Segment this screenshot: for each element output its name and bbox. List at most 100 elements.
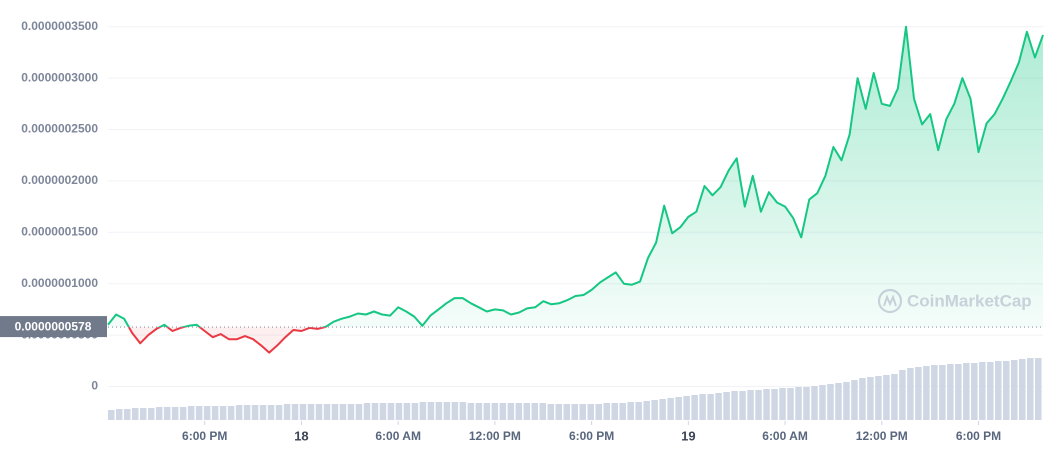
- volume-bar: [931, 365, 938, 420]
- volume-bar: [115, 409, 123, 420]
- volume-bar: [547, 404, 555, 420]
- y-tick-label: 0.0000002500: [21, 122, 98, 136]
- volume-bar: [1027, 358, 1034, 420]
- volume-bar: [1035, 358, 1042, 420]
- volume-bar: [243, 405, 251, 420]
- volume-bar: [451, 402, 459, 420]
- watermark-logo: [877, 288, 903, 314]
- reference-label-bg: [0, 316, 107, 338]
- x-tick-label: 19: [681, 428, 695, 443]
- volume-bar: [899, 370, 906, 420]
- volume-bar: [675, 397, 682, 420]
- area-above: [108, 26, 1043, 328]
- y-tick-label: 0.0000001500: [21, 224, 98, 238]
- volume-bar: [108, 410, 115, 420]
- volume-bar: [915, 367, 922, 420]
- volume-bar: [299, 404, 307, 420]
- volume-bar: [875, 376, 882, 420]
- volume-bar: [539, 403, 547, 420]
- axes: 00.00000005000.00000010000.00000015000.0…: [0, 19, 1043, 443]
- volume-bar: [843, 382, 850, 420]
- volume-bar: [467, 403, 475, 420]
- volume-bar: [1003, 361, 1010, 420]
- volume-bar: [315, 404, 323, 420]
- x-tick-label: 18: [294, 428, 308, 443]
- watermark: CoinMarketCap: [877, 288, 1032, 314]
- volume-bar: [827, 384, 834, 420]
- volume-bar: [507, 403, 515, 420]
- volume-bar: [747, 390, 754, 420]
- volume-bar: [291, 404, 299, 420]
- volume-bar: [355, 404, 363, 420]
- volume-bar: [371, 403, 379, 420]
- volume-bar: [251, 405, 259, 420]
- volume-bar: [595, 404, 602, 420]
- volume-bar: [691, 395, 698, 420]
- y-tick-label: 0.0000003500: [21, 19, 98, 33]
- volume-bar: [203, 406, 211, 420]
- x-tick-label: 6:00 PM: [182, 429, 227, 443]
- volume-bar: [883, 375, 890, 420]
- volume-bar: [1011, 360, 1018, 420]
- x-tick-label: 6:00 AM: [375, 429, 421, 443]
- volume-bar: [443, 402, 451, 420]
- volume-bar: [755, 390, 762, 420]
- volume-bar: [235, 405, 243, 420]
- x-tick-label: 12:00 PM: [469, 429, 521, 443]
- volume-bar: [667, 398, 674, 420]
- y-tick-label: 0.0000002000: [21, 173, 98, 187]
- volume-bar: [707, 394, 714, 420]
- volume-bar: [627, 402, 634, 420]
- x-tick-label: 6:00 PM: [569, 429, 614, 443]
- volume-bar: [723, 392, 730, 420]
- volume-bar: [851, 380, 858, 420]
- volume-bar: [579, 404, 586, 420]
- volume-bar: [179, 407, 187, 420]
- volume-bar: [171, 407, 179, 420]
- volume-bar: [995, 361, 1002, 420]
- volume-bar: [731, 391, 738, 420]
- volume-bar: [643, 401, 650, 420]
- volume-bar: [819, 385, 826, 420]
- volume-bar: [155, 407, 163, 420]
- volume-bar: [531, 403, 539, 420]
- volume-bar: [619, 403, 626, 420]
- volume-bar: [459, 402, 467, 420]
- y-tick-label: 0.0000001000: [21, 276, 98, 290]
- volume-bar: [403, 403, 411, 420]
- volume-bar: [427, 402, 435, 420]
- volume-bar: [123, 409, 131, 420]
- volume-bar: [163, 407, 171, 420]
- volume-bar: [515, 403, 523, 420]
- volume-bar: [1019, 359, 1026, 420]
- volume-bar: [283, 404, 291, 420]
- x-tick-label: 6:00 AM: [762, 429, 808, 443]
- y-tick-label: 0.0000003000: [21, 70, 98, 84]
- volume-bars: [108, 358, 1042, 420]
- volume-bar: [419, 402, 427, 420]
- volume-bar: [259, 405, 267, 420]
- volume-bar: [307, 404, 315, 420]
- volume-bar: [787, 388, 794, 420]
- plot: [107, 25, 1044, 354]
- reference-label: 0.0000000578: [15, 319, 92, 333]
- volume-bar: [211, 406, 219, 420]
- volume-bar: [811, 386, 818, 420]
- y-tick-label: 0: [91, 379, 98, 393]
- volume-bar: [891, 374, 898, 420]
- volume-bar: [411, 403, 419, 420]
- volume-bar: [339, 404, 347, 420]
- grid: [108, 26, 1043, 387]
- volume-bar: [763, 389, 770, 420]
- volume-bar: [483, 403, 491, 420]
- volume-bar: [499, 403, 507, 420]
- volume-bar: [699, 394, 706, 420]
- volume-bar: [387, 403, 395, 420]
- volume-bar: [947, 364, 954, 420]
- volume-bar: [779, 388, 786, 420]
- volume-bar: [227, 406, 235, 420]
- volume-bar: [955, 364, 962, 420]
- volume-bar: [491, 403, 499, 420]
- volume-bar: [563, 404, 571, 420]
